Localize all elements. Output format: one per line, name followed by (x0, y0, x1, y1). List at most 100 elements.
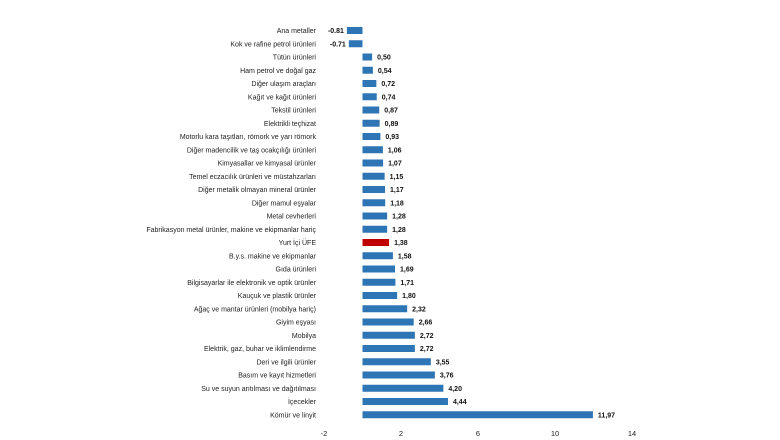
category-label: Tekstil ürünleri (271, 108, 316, 115)
value-label: -0.81 (328, 28, 344, 35)
bar (362, 53, 373, 61)
bar (362, 358, 431, 366)
bar (348, 40, 363, 48)
value-label: 0,93 (385, 134, 399, 141)
category-label: Tütün ürünleri (273, 55, 317, 62)
category-label: Basım ve kayıt hizmetleri (238, 373, 316, 380)
category-label: Kimyasallar ve kimyasal ürünler (218, 161, 317, 168)
category-label: İçecekler (288, 397, 317, 406)
bar (362, 66, 373, 74)
value-label: 2,32 (412, 306, 426, 313)
category-label: Gıda ürünleri (276, 267, 317, 274)
x-tick-label: 10 (551, 429, 559, 438)
bar (362, 80, 377, 87)
category-labels: Ana metaller Kok ve rafine petrol ürünler… (146, 28, 316, 419)
bar (362, 93, 377, 101)
category-label: Elektrik, gaz, buhar ve iklimlendirme (204, 346, 316, 353)
value-label: 0,74 (382, 94, 396, 101)
category-label: Su ve suyun arıtılması ve dağıtılması (201, 386, 316, 393)
category-label: Metal cevherleri (267, 214, 317, 221)
value-label: 0,50 (377, 55, 391, 62)
category-label: Diğer ulaşım araçları (251, 81, 316, 88)
bar (362, 292, 398, 299)
bar (362, 225, 388, 233)
bar (362, 159, 384, 167)
category-label: Motorlu kara taşıtları, römork ve yarı r… (180, 134, 317, 141)
bar (362, 318, 414, 326)
value-label: 0,87 (384, 108, 398, 115)
category-label: Kömür ve linyit (270, 412, 316, 419)
x-tick-label: -2 (321, 429, 328, 438)
value-label: 4,20 (448, 386, 462, 393)
value-label: 1,18 (390, 200, 404, 207)
value-labels: -0.81 -0.71 0,50 0,54 0,72 0,74 0,87 0,89 0,93 1,… (328, 28, 615, 419)
x-axis-ticks: -2 2 6 10 14 (321, 429, 637, 438)
category-label: Yurt İçi ÜFE (279, 238, 317, 247)
value-label: 1,17 (390, 187, 404, 194)
category-label: Deri ve ilgili ürünler (256, 359, 316, 366)
value-label: 1,38 (394, 240, 408, 247)
bar (362, 119, 380, 127)
value-label: 2,66 (419, 320, 433, 327)
category-label: B.y.s. makine ve ekipmanlar (229, 253, 317, 260)
value-label: 1,06 (388, 147, 402, 154)
category-label: Diğer metalik olmayan mineral ürünler (198, 187, 317, 194)
bar (362, 398, 448, 405)
x-tick-label: 2 (399, 429, 403, 438)
category-label: Bilgisayarlar ile elektronik ve optik ür… (187, 280, 316, 287)
bar (362, 371, 435, 379)
value-label: 3,55 (436, 359, 450, 366)
category-label: Temel eczacılık ürünleri ve müstahzarlar… (189, 174, 316, 181)
bar (362, 172, 385, 180)
value-label: 1,15 (390, 174, 404, 181)
category-label: Elektrikli teçhizat (264, 121, 316, 128)
category-label: Fabrikasyon metal ürünler, makine ve eki… (146, 227, 316, 234)
bar (362, 252, 393, 260)
bar (362, 239, 390, 246)
bars (346, 27, 593, 419)
category-label: Giyim eşyası (276, 320, 316, 327)
bar (362, 411, 593, 419)
bar (362, 331, 415, 339)
category-label: Kok ve rafine petrol ürünleri (230, 41, 316, 48)
value-label: 3,76 (440, 373, 454, 380)
bar (362, 278, 396, 286)
bar (362, 146, 383, 154)
bar (362, 305, 408, 313)
value-label: 0,89 (385, 121, 399, 128)
bar (362, 186, 386, 193)
value-label: 1,80 (402, 293, 416, 300)
value-label: 0,54 (378, 68, 392, 75)
bar (346, 27, 363, 34)
bar (362, 384, 444, 392)
category-label: Kauçuk ve plastik ürünler (238, 293, 317, 300)
bar (362, 265, 396, 273)
category-label: Diğer madencilik ve taş ocakçılığı ürünl… (187, 147, 317, 154)
bar (362, 133, 381, 140)
x-tick-label: 6 (476, 429, 480, 438)
value-label: 1,07 (388, 161, 402, 168)
bar (362, 212, 388, 220)
category-label: Ham petrol ve doğal gaz (240, 68, 316, 75)
value-label: 1,58 (398, 253, 412, 260)
bar (362, 106, 380, 114)
value-label: 4,44 (453, 399, 467, 406)
value-label: 0,72 (381, 81, 395, 88)
value-label: 1,28 (392, 214, 406, 221)
category-label: Ana metaller (277, 28, 317, 35)
value-label: 2,72 (420, 346, 434, 353)
category-label: Kağıt ve kağıt ürünleri (248, 94, 317, 101)
category-label: Mobilya (292, 333, 316, 340)
value-label: 1,71 (400, 280, 414, 287)
value-label: 11,97 (598, 412, 615, 419)
bar (362, 199, 386, 207)
category-label: Diğer mamul eşyalar (252, 200, 317, 207)
value-label: 2,72 (420, 333, 434, 340)
category-label: Ağaç ve mantar ürünleri (mobilya hariç) (194, 306, 316, 313)
bar (362, 345, 415, 352)
value-label: 1,69 (400, 267, 414, 274)
value-label: 1,28 (392, 227, 406, 234)
x-tick-label: 14 (628, 429, 636, 438)
value-label: -0.71 (330, 41, 346, 48)
